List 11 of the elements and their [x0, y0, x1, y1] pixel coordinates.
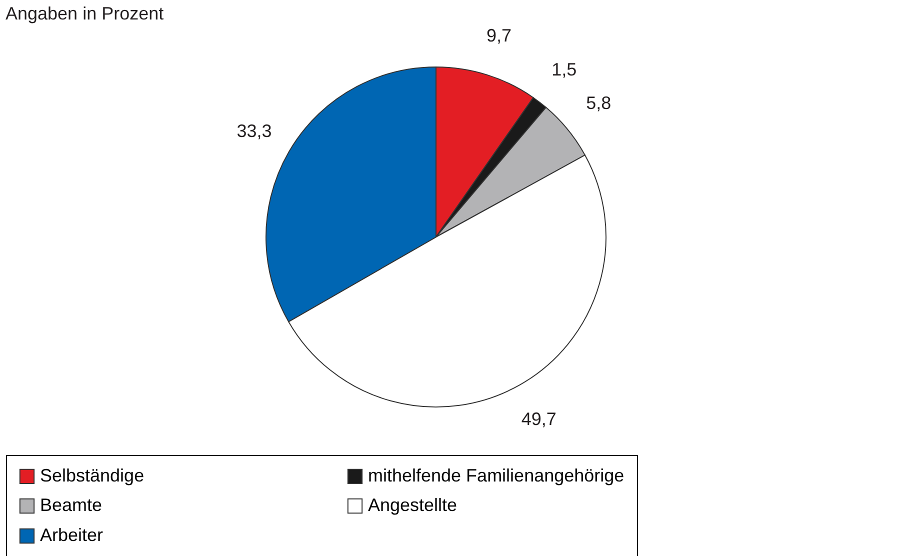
data-label: 1,5	[552, 60, 577, 80]
legend-label: Beamte	[40, 495, 102, 515]
chart-title: Angaben in Prozent	[6, 4, 164, 24]
legend-label: mithelfende Familienangehörige	[368, 465, 624, 486]
data-label: 49,7	[521, 409, 556, 430]
legend-label: Angestellte	[368, 495, 458, 515]
legend-label: Arbeiter	[40, 525, 104, 545]
data-label: 5,8	[586, 93, 612, 114]
legend-label: Selbständige	[40, 465, 144, 486]
data-label: 9,7	[486, 26, 512, 46]
data-label: 33,3	[236, 120, 272, 141]
